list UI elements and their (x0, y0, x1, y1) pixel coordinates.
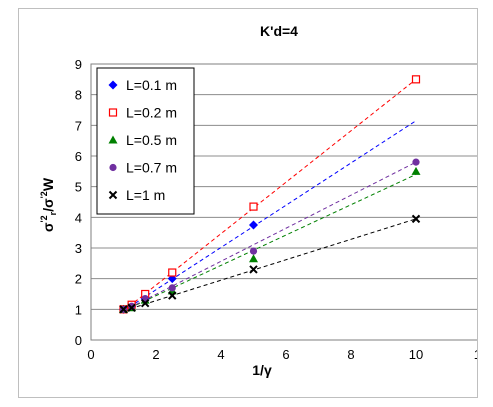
x-tick-label: 0 (87, 347, 94, 362)
x-tick-label: 2 (152, 347, 159, 362)
data-point-l-0-2-m (411, 75, 421, 84)
legend: L=0.1 m L=0.2 m L=0.5 m L=0.7 m L=1 m (96, 67, 195, 215)
y-tick-label: 1 (75, 302, 82, 317)
data-point-l-1-m (127, 303, 136, 313)
trendline-l-0-7-m (123, 161, 417, 312)
y-tick-label: 5 (75, 180, 82, 195)
data-point-l-0-5-m (411, 166, 421, 175)
y-tick-label: 2 (75, 272, 82, 287)
y-axis-title-sup2: '2 (39, 191, 49, 198)
legend-marker-l-0-2-m (108, 108, 118, 117)
legend-marker-l-0-5-m (108, 135, 118, 144)
y-tick-label: 3 (75, 241, 82, 256)
y-tick-labels: 0 1 2 3 4 5 6 7 8 9 (75, 57, 82, 348)
data-point-l-1-m (168, 291, 177, 300)
trendline-l-1-m (123, 218, 417, 312)
y-tick-label: 9 (75, 57, 82, 72)
legend-label-l-1-m: L=1 m (126, 187, 165, 203)
x-tick-label: 12 (474, 347, 477, 362)
y-tick-label: 4 (75, 210, 82, 225)
x-tick-label: 8 (347, 347, 354, 362)
data-point-l-0-2-m (249, 202, 258, 211)
x-axis-title: 1/γ (252, 362, 272, 378)
legend-label-l-0-7-m: L=0.7 m (126, 160, 177, 176)
chart-title: K'd=4 (260, 23, 298, 39)
data-point-l-0-1-m (249, 220, 258, 230)
data-point-l-0-7-m (168, 284, 176, 292)
x-tick-labels: 0 2 4 6 8 10 12 (87, 347, 477, 362)
y-axis-title-sup1: '2 (39, 215, 49, 222)
y-axis-title-mid: /σ (40, 198, 56, 212)
data-markers (119, 75, 421, 314)
data-point-l-1-m (249, 265, 258, 274)
y-tick-label: 6 (75, 149, 82, 164)
data-point-l-0-7-m (249, 247, 258, 255)
legend-label-l-0-1-m: L=0.1 m (126, 77, 177, 93)
x-tick-label: 6 (282, 347, 289, 362)
legend-entries: L=0.1 m L=0.2 m L=0.5 m L=0.7 m L=1 m (108, 77, 177, 203)
legend-label-l-0-5-m: L=0.5 m (126, 132, 177, 148)
data-point-l-1-m (119, 305, 128, 314)
y-tick-label: 7 (75, 118, 82, 133)
data-point-l-0-7-m (412, 158, 420, 166)
legend-marker-l-0-1-m (108, 80, 118, 90)
data-point-l-1-m (140, 298, 150, 308)
y-axis-title: σ'2r/σ'2W (39, 177, 58, 232)
trendline-l-0-2-m (123, 78, 417, 312)
trendline-l-0-5-m (123, 173, 417, 312)
data-point-l-0-7-m (128, 302, 136, 310)
data-point-l-0-5-m (249, 254, 258, 263)
legend-label-l-0-2-m: L=0.2 m (126, 105, 177, 121)
y-axis-title-sub1: r (48, 211, 58, 215)
y-tick-label: 0 (75, 333, 82, 348)
y-tick-label: 8 (75, 88, 82, 103)
data-point-l-1-m (411, 214, 421, 224)
legend-marker-l-1-m (108, 190, 118, 200)
y-axis-title-sigma1: σ (40, 222, 56, 232)
y-axis-title-end: W (40, 177, 56, 191)
legend-marker-l-0-7-m (109, 163, 117, 172)
x-tick-label: 10 (409, 347, 423, 362)
data-point-l-0-2-m (168, 268, 177, 277)
plot-area-border (90, 63, 477, 341)
x-tick-label: 4 (217, 347, 224, 362)
